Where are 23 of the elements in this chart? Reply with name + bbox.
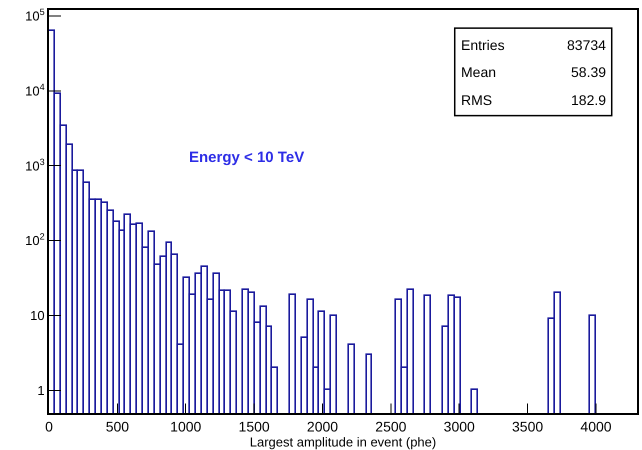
- y-tick-label: 1: [37, 383, 45, 398]
- x-tick-label: 4000: [580, 418, 612, 435]
- annotation: 58.39: [571, 64, 606, 80]
- annotation: Energy < 10 TeV: [189, 149, 304, 166]
- annotation: Mean: [461, 64, 496, 80]
- x-tick-label: 2500: [375, 418, 407, 435]
- y-tick-label: 10$^{2}$: [25, 232, 45, 248]
- annotation: 182.9: [571, 92, 606, 108]
- annotation: RMS: [461, 92, 492, 108]
- x-tick-label: 2000: [306, 418, 338, 435]
- x-tick-label: 3500: [512, 418, 544, 435]
- x-tick-label: 1000: [170, 418, 202, 435]
- y-tick-label: 10$^{3}$: [25, 156, 45, 174]
- annotation: Entries: [461, 37, 505, 53]
- x-tick-label: 500: [106, 418, 130, 435]
- x-axis-title: Largest amplitude in event (phe): [250, 434, 436, 450]
- x-tick-label: 0: [45, 418, 54, 435]
- y-tick-label: 10$^{4}$: [25, 82, 45, 98]
- y-tick-label: 10$^{5}$: [25, 7, 45, 24]
- x-tick-label: 1500: [238, 418, 270, 435]
- y-tick-label: 10: [30, 308, 45, 324]
- x-tick-label: 3000: [444, 418, 476, 435]
- annotation: 83734: [567, 37, 606, 53]
